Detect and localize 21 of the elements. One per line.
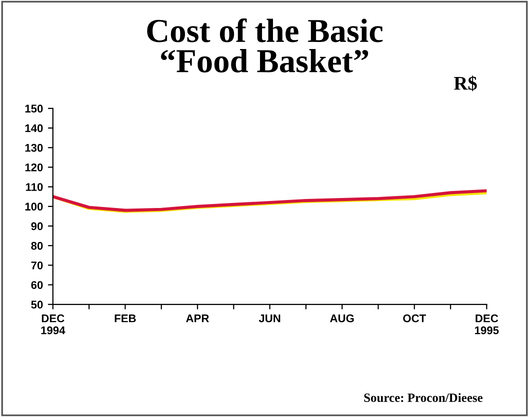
- y-axis-title: R$: [454, 76, 477, 92]
- y-tick-label: 70: [31, 261, 43, 270]
- y-tick-label: 120: [25, 163, 43, 172]
- y-tick-label: 130: [25, 144, 43, 152]
- x-tick-label: OCT: [403, 314, 426, 322]
- y-tick-label: 140: [25, 124, 43, 132]
- y-tick-label: 100: [25, 202, 43, 211]
- y-tick-label: 90: [31, 222, 43, 230]
- y-tick-label: 50: [31, 300, 43, 309]
- x-tick-label: JUN: [258, 314, 280, 322]
- x-tick-label: DEC 1994: [41, 314, 66, 334]
- source-note: Source: Procon/Dieese: [364, 393, 483, 402]
- chart-title: Cost of the Basic “Food Basket”: [147, 18, 383, 72]
- x-tick-label: AUG: [330, 314, 354, 322]
- y-tick-label: 150: [25, 104, 43, 113]
- y-tick-label: 80: [31, 242, 43, 250]
- x-tick-label: FEB: [114, 314, 136, 322]
- x-tick-label: APR: [186, 314, 209, 322]
- y-tick-label: 110: [26, 183, 43, 191]
- y-tick-label: 60: [31, 281, 43, 289]
- x-tick-label: DEC 1995: [475, 314, 499, 334]
